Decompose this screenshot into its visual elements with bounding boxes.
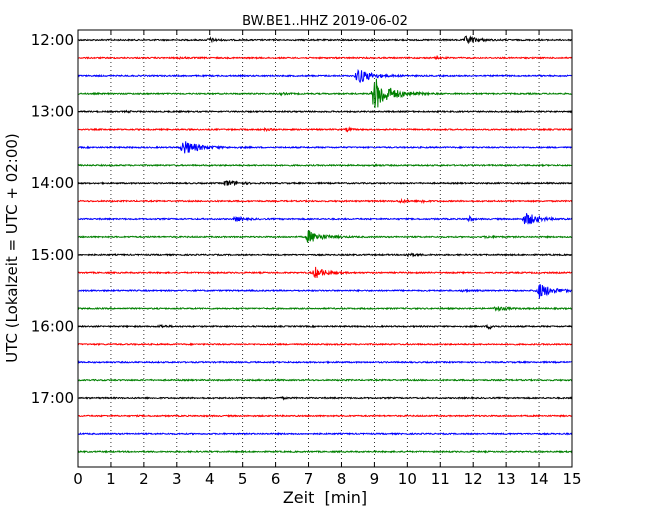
x-tick-label: 4 bbox=[205, 470, 215, 488]
trace-line bbox=[77, 342, 573, 347]
trace-line bbox=[77, 284, 573, 299]
trace-line bbox=[77, 396, 573, 401]
trace-line bbox=[77, 252, 573, 258]
trace-line bbox=[77, 306, 573, 312]
x-tick-label: 8 bbox=[337, 470, 347, 488]
plot-frame bbox=[77, 29, 573, 468]
x-tick-label: 5 bbox=[238, 470, 248, 488]
trace-line bbox=[77, 266, 573, 278]
trace-line bbox=[77, 78, 573, 109]
trace-line bbox=[77, 126, 573, 133]
trace-line bbox=[77, 213, 573, 225]
x-tick-label: 14 bbox=[530, 470, 549, 488]
trace-line bbox=[77, 180, 573, 187]
trace-line bbox=[77, 109, 573, 114]
y-tick-label: 13:00 bbox=[31, 103, 74, 121]
trace-line bbox=[77, 414, 573, 418]
y-tick-label: 12:00 bbox=[31, 31, 74, 49]
trace-line bbox=[77, 323, 573, 330]
trace-line bbox=[77, 55, 573, 61]
y-tick-label: 14:00 bbox=[31, 174, 74, 192]
trace-line bbox=[77, 378, 573, 382]
x-tick-label: 3 bbox=[172, 470, 182, 488]
grid-lines bbox=[110, 30, 540, 467]
seismic-traces bbox=[77, 35, 573, 454]
y-tick-label: 15:00 bbox=[31, 246, 74, 264]
chart-title: BW.BE1..HHZ 2019-06-02 bbox=[242, 14, 408, 29]
x-tick-label: 0 bbox=[73, 470, 83, 488]
trace-line bbox=[77, 141, 573, 154]
x-tick-label: 15 bbox=[562, 470, 581, 488]
x-tick-label: 2 bbox=[139, 470, 149, 488]
y-tick-label: 16:00 bbox=[31, 317, 74, 335]
trace-line bbox=[77, 163, 573, 168]
x-tick-label: 10 bbox=[398, 470, 417, 488]
y-axis-label: UTC (Lokalzeit = UTC + 02:00) bbox=[3, 133, 21, 363]
x-tick-label: 1 bbox=[106, 470, 116, 488]
x-axis-label: Zeit [min] bbox=[283, 488, 367, 507]
trace-line bbox=[77, 35, 573, 45]
x-tick-label: 9 bbox=[370, 470, 380, 488]
trace-line bbox=[77, 449, 573, 454]
x-tick-label: 6 bbox=[271, 470, 281, 488]
trace-line bbox=[77, 230, 573, 243]
trace-line bbox=[77, 68, 573, 84]
trace-line bbox=[77, 360, 573, 365]
trace-line bbox=[77, 197, 573, 205]
x-tick-label: 12 bbox=[464, 470, 483, 488]
x-tick-label: 7 bbox=[304, 470, 314, 488]
x-tick-label: 11 bbox=[431, 470, 450, 488]
trace-line bbox=[77, 431, 573, 436]
x-tick-label: 13 bbox=[497, 470, 516, 488]
y-tick-label: 17:00 bbox=[31, 389, 74, 407]
axis-ticks: 0 1 2 3 4 5 6 7 8 9 10 11 12 13 14 1512:0013:0014:0015:… bbox=[31, 30, 582, 488]
